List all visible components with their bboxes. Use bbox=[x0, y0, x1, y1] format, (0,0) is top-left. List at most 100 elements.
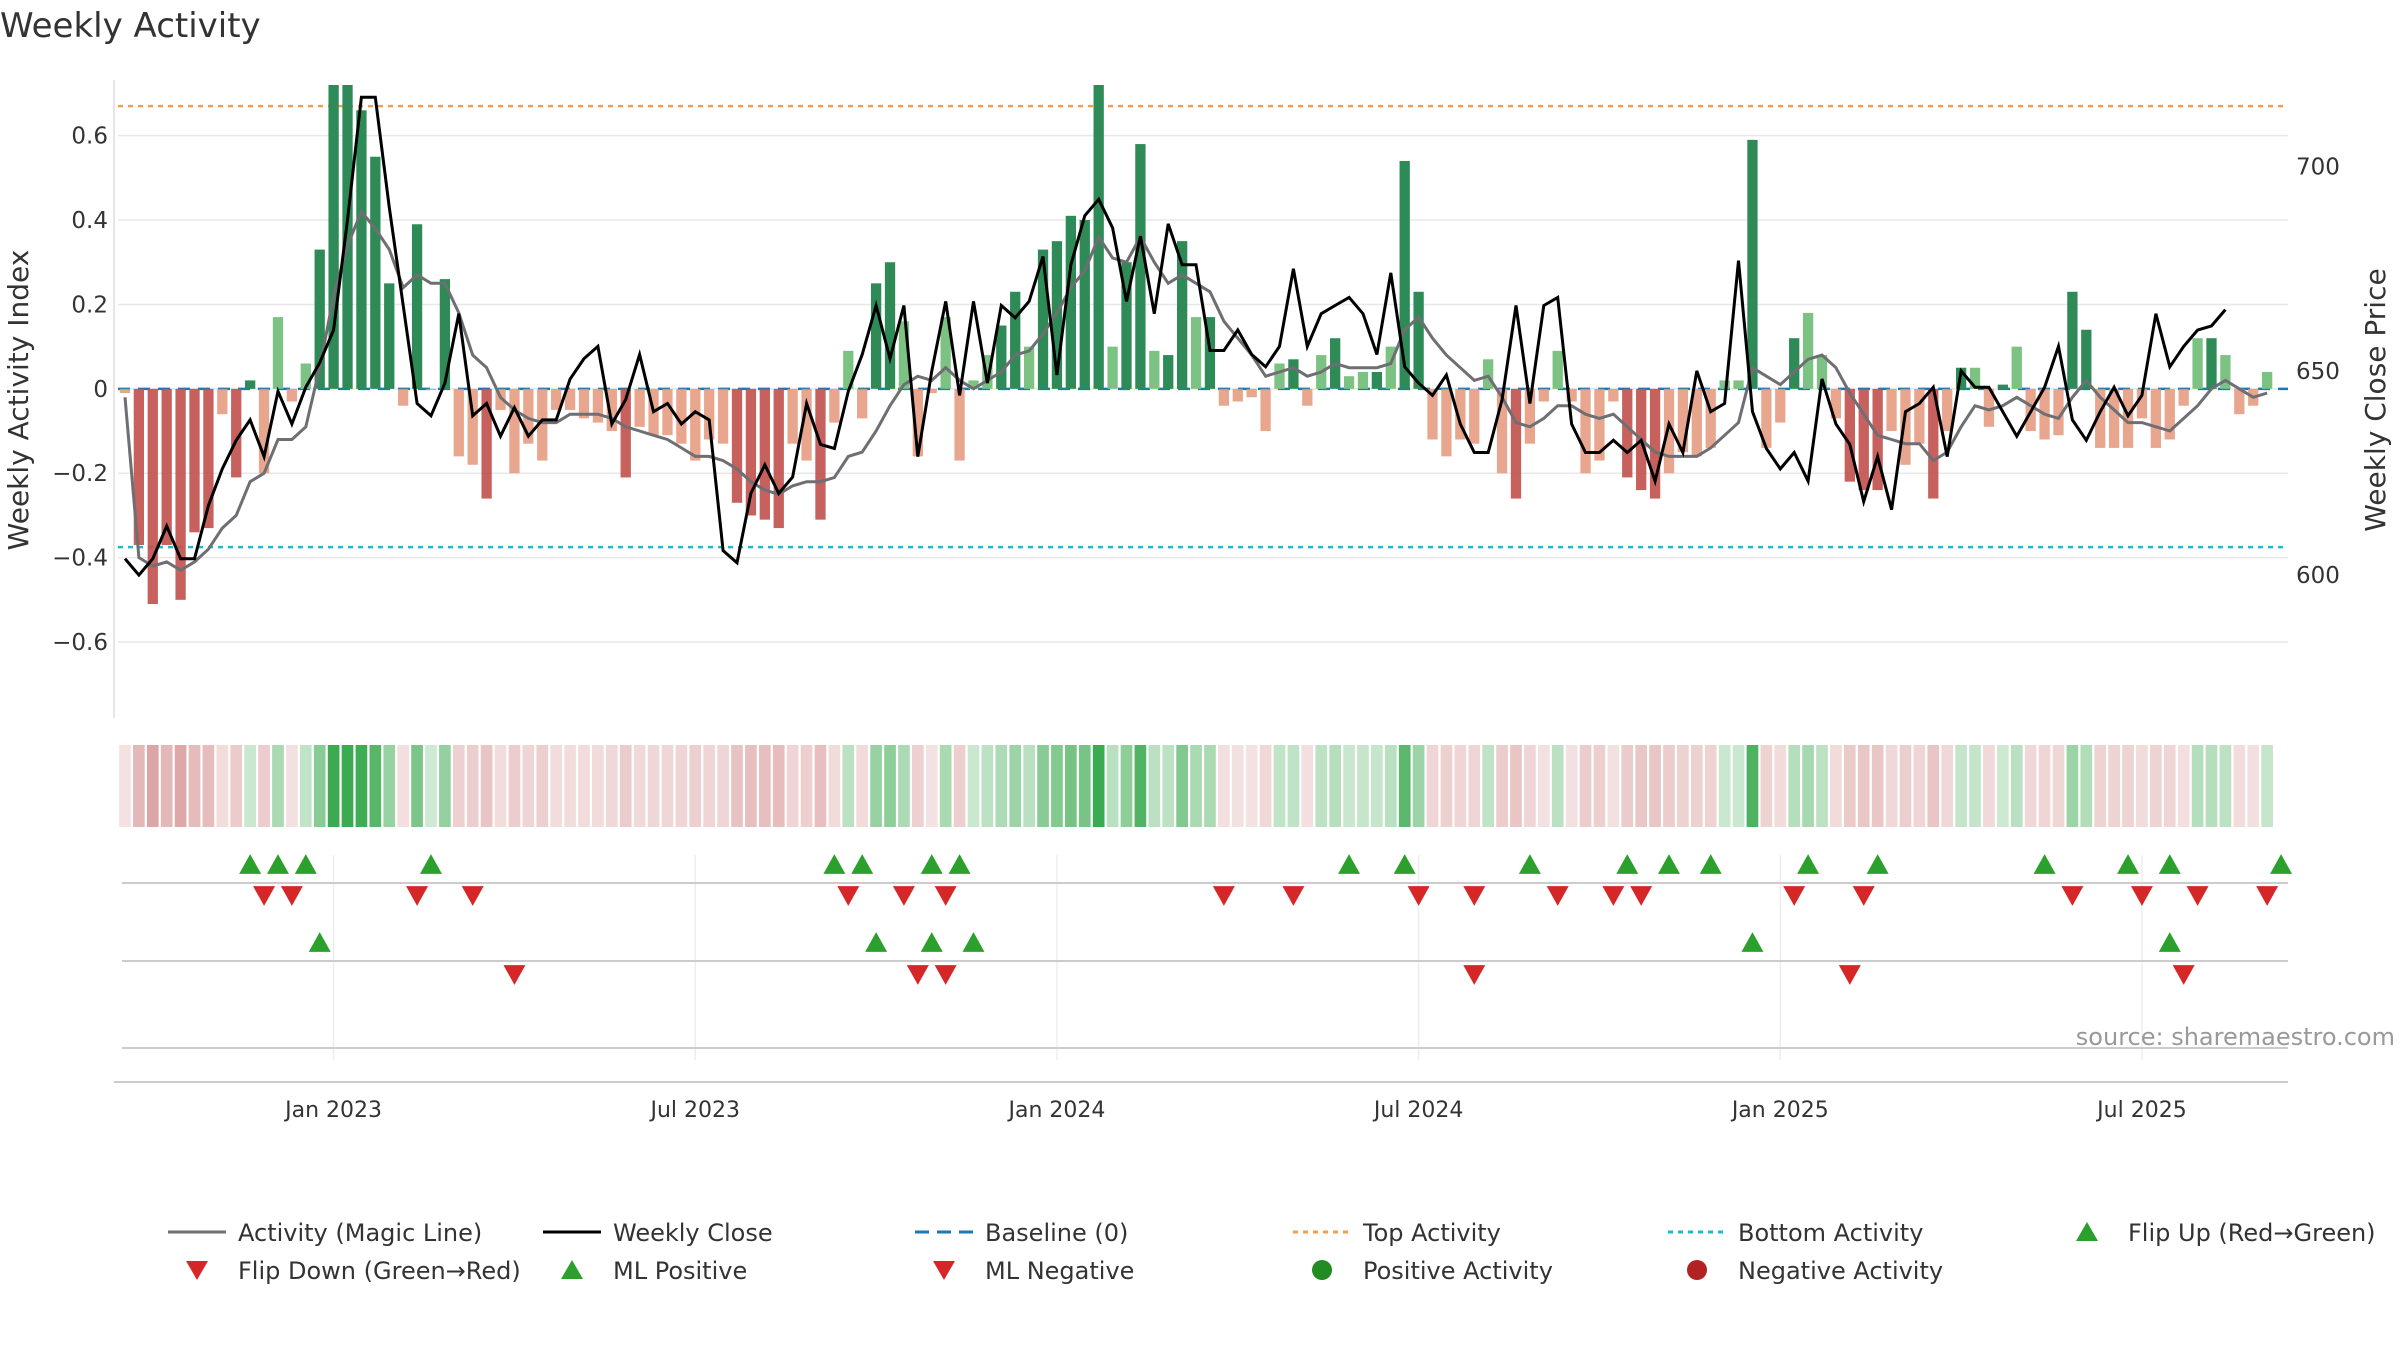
heat-strip-cell bbox=[244, 745, 256, 827]
heat-strip-cell bbox=[1983, 745, 1995, 827]
heat-strip-cell bbox=[1398, 745, 1411, 827]
activity-bar bbox=[1357, 371, 1369, 389]
heat-strip-cell bbox=[1663, 745, 1675, 827]
heat-strip-cell bbox=[1106, 745, 1119, 827]
flip-up-marker bbox=[1866, 854, 1889, 874]
heat-strip-cell bbox=[1190, 745, 1202, 827]
activity-bar bbox=[1942, 388, 1953, 432]
legend-swatch bbox=[2076, 1222, 2098, 1241]
heat-strip-cell bbox=[1412, 745, 1425, 827]
heat-strip-cell bbox=[1510, 745, 1522, 827]
heat-strip-cell bbox=[286, 745, 298, 827]
heat-strip-cell bbox=[2038, 745, 2051, 827]
activity-bar bbox=[370, 156, 381, 389]
heat-strip-cell bbox=[1816, 745, 1828, 827]
activity-bar bbox=[1816, 355, 1828, 389]
x-tick-label: Jul 2025 bbox=[2095, 1098, 2187, 1123]
heat-strip-cell bbox=[1704, 745, 1717, 827]
heat-strip-cell bbox=[1690, 745, 1703, 827]
heat-strip-cell bbox=[1343, 745, 1355, 827]
heat-strip-cell bbox=[828, 745, 841, 827]
legend-label: Flip Down (Green→Red) bbox=[238, 1257, 521, 1285]
legend-item-close: Weekly Close bbox=[543, 1219, 773, 1247]
x-tick-label: Jul 2024 bbox=[1372, 1098, 1464, 1123]
legend-label: Weekly Close bbox=[613, 1219, 773, 1247]
heat-strip-cell bbox=[1482, 745, 1495, 827]
flip-down-marker bbox=[1630, 886, 1653, 906]
heat-strip-cell bbox=[870, 745, 882, 827]
activity-bar bbox=[1037, 249, 1049, 389]
flip-up-marker bbox=[1699, 854, 1722, 874]
heat-strip-cell bbox=[439, 745, 451, 827]
flip-up-marker bbox=[1616, 854, 1639, 874]
flip-up-marker bbox=[419, 854, 442, 874]
heat-strip-cell bbox=[1579, 745, 1592, 827]
activity-bar bbox=[1496, 388, 1508, 474]
activity-bar bbox=[634, 388, 645, 427]
activity-bar bbox=[1163, 355, 1174, 389]
flip-up-marker bbox=[920, 854, 943, 874]
y-tick-label: −0.6 bbox=[52, 630, 108, 656]
heat-strip-cell bbox=[2177, 745, 2190, 827]
activity-bar bbox=[1343, 376, 1355, 389]
y-tick-label: −0.4 bbox=[52, 546, 108, 572]
flip-up-marker bbox=[948, 854, 971, 874]
heat-strip-cell bbox=[814, 745, 827, 827]
heat-strip-cell bbox=[1551, 745, 1564, 827]
flip-down-marker bbox=[934, 886, 957, 906]
heat-strip-cell bbox=[411, 745, 423, 827]
activity-bar bbox=[1065, 215, 1076, 389]
activity-bar bbox=[926, 388, 937, 394]
ml-negative-marker bbox=[2172, 965, 2195, 985]
heat-strip-cell bbox=[1788, 745, 1801, 827]
y2-tick-label: 650 bbox=[2296, 359, 2340, 385]
heat-strip-cell bbox=[1537, 745, 1550, 827]
activity-bar bbox=[1691, 388, 1702, 457]
activity-bar bbox=[1580, 388, 1591, 474]
flip-up-marker bbox=[2158, 854, 2181, 874]
axes: 0.6 0.4 0.2 0 −0.2 −0.4 −0.6 700 650 600 Weekly Ac… bbox=[2, 80, 2392, 718]
activity-bar bbox=[1107, 346, 1118, 389]
activity-bar bbox=[314, 249, 325, 389]
heat-strip-cell bbox=[1927, 745, 1940, 827]
heat-strip-cell bbox=[1092, 745, 1105, 827]
heat-strip-cell bbox=[564, 745, 576, 827]
y-tick-label: 0.4 bbox=[71, 208, 108, 234]
heat-strip-cell bbox=[1718, 745, 1731, 827]
heat-strip-cell bbox=[1023, 745, 1035, 827]
activity-bar bbox=[2081, 329, 2092, 389]
heat-strip-cell bbox=[1899, 745, 1912, 827]
flip-down-marker bbox=[280, 886, 303, 906]
activity-bar bbox=[759, 388, 770, 520]
heat-strip-cell bbox=[1009, 745, 1022, 827]
heat-strip-cell bbox=[689, 745, 702, 827]
activity-bar bbox=[2178, 388, 2189, 406]
activity-bar bbox=[1552, 350, 1563, 389]
heat-strip-cell bbox=[1231, 745, 1244, 827]
legend-item-top: Top Activity bbox=[1293, 1219, 1501, 1247]
activity-bar bbox=[1705, 388, 1716, 448]
y-tick-label: 0.2 bbox=[71, 292, 108, 318]
legend-label: Bottom Activity bbox=[1738, 1219, 1923, 1247]
activity-bar bbox=[1204, 317, 1216, 389]
activity-bar bbox=[1190, 317, 1202, 389]
heat-strip-cell bbox=[647, 745, 660, 827]
activity-bar bbox=[1914, 388, 1925, 444]
activity-bar bbox=[731, 388, 743, 503]
heat-strip-cell bbox=[536, 745, 549, 827]
activity-bar bbox=[1288, 359, 1299, 389]
heat-strip-cell bbox=[1913, 745, 1926, 827]
heat-strip-cell bbox=[1384, 745, 1397, 827]
activity-bar bbox=[1149, 350, 1160, 389]
heat-strip-cell bbox=[758, 745, 771, 827]
heat-strip-cell bbox=[1607, 745, 1620, 827]
heat-strip-cell bbox=[1315, 745, 1328, 827]
heat-strip-cell bbox=[1885, 745, 1898, 827]
flip-down-marker bbox=[461, 886, 484, 906]
ml-negative-marker bbox=[503, 965, 526, 985]
ml-positive-marker bbox=[865, 932, 888, 952]
activity-bar bbox=[189, 388, 200, 533]
activity-bar bbox=[1260, 388, 1271, 432]
activity-bar bbox=[509, 388, 520, 474]
activity-bar bbox=[1928, 388, 1939, 499]
